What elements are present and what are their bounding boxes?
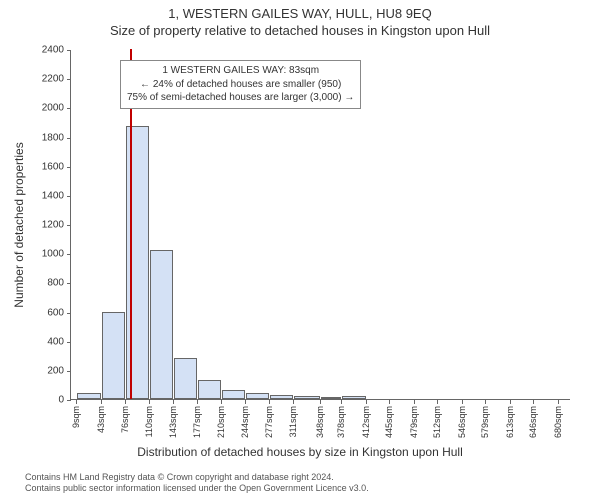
x-axis-label: Distribution of detached houses by size … bbox=[0, 445, 600, 459]
y-tick-label: 2000 bbox=[34, 103, 64, 114]
x-tick-label: 613sqm bbox=[505, 406, 515, 438]
histogram-bar bbox=[222, 390, 246, 399]
title-subtitle: Size of property relative to detached ho… bbox=[0, 21, 600, 38]
y-tick-label: 1600 bbox=[34, 161, 64, 172]
histogram-bar bbox=[150, 250, 173, 399]
x-tick-label: 579sqm bbox=[480, 406, 490, 438]
x-tick-label: 76sqm bbox=[120, 406, 130, 433]
x-tick-label: 110sqm bbox=[144, 406, 154, 437]
histogram-bar bbox=[102, 312, 125, 400]
footer-line-2: Contains public sector information licen… bbox=[25, 483, 369, 495]
title-main: 1, WESTERN GAILES WAY, HULL, HU8 9EQ bbox=[0, 0, 600, 21]
x-tick-label: 277sqm bbox=[264, 406, 274, 438]
x-tick-label: 311sqm bbox=[288, 406, 298, 437]
x-tick-label: 177sqm bbox=[192, 406, 202, 438]
x-tick-label: 479sqm bbox=[409, 406, 419, 438]
histogram-bar bbox=[77, 393, 101, 399]
footer-attribution: Contains HM Land Registry data © Crown c… bbox=[25, 472, 369, 495]
y-tick-label: 0 bbox=[34, 395, 64, 406]
x-tick-label: 445sqm bbox=[384, 406, 394, 438]
y-tick-label: 800 bbox=[34, 278, 64, 289]
info-line-1: 1 WESTERN GAILES WAY: 83sqm bbox=[127, 64, 354, 78]
x-tick-label: 646sqm bbox=[528, 406, 538, 438]
y-tick-label: 200 bbox=[34, 365, 64, 376]
y-tick-label: 1400 bbox=[34, 190, 64, 201]
x-tick-label: 9sqm bbox=[71, 406, 81, 428]
y-tick-label: 1800 bbox=[34, 132, 64, 143]
histogram-bar bbox=[174, 358, 198, 399]
y-tick-label: 1000 bbox=[34, 249, 64, 260]
x-tick-label: 412sqm bbox=[361, 406, 371, 438]
y-tick-label: 1200 bbox=[34, 220, 64, 231]
histogram-bar bbox=[342, 396, 366, 399]
histogram-bar bbox=[321, 397, 342, 399]
x-tick-label: 43sqm bbox=[96, 406, 106, 433]
chart-container: 1, WESTERN GAILES WAY, HULL, HU8 9EQ Siz… bbox=[0, 0, 600, 500]
y-axis-label: Number of detached properties bbox=[12, 142, 26, 307]
y-tick-label: 2400 bbox=[34, 45, 64, 56]
x-tick-label: 512sqm bbox=[432, 406, 442, 438]
chart-area: 1 WESTERN GAILES WAY: 83sqm ← 24% of det… bbox=[70, 50, 570, 400]
x-tick-label: 210sqm bbox=[216, 406, 226, 438]
y-tick-label: 2200 bbox=[34, 74, 64, 85]
x-tick-label: 680sqm bbox=[553, 406, 563, 438]
x-tick-label: 143sqm bbox=[168, 406, 178, 438]
x-tick-label: 378sqm bbox=[336, 406, 346, 438]
histogram-bar bbox=[270, 395, 294, 399]
info-line-2: ← 24% of detached houses are smaller (95… bbox=[127, 78, 354, 92]
footer-line-1: Contains HM Land Registry data © Crown c… bbox=[25, 472, 369, 484]
x-tick-label: 348sqm bbox=[315, 406, 325, 438]
y-tick-label: 400 bbox=[34, 336, 64, 347]
info-line-3: 75% of semi-detached houses are larger (… bbox=[127, 91, 354, 105]
x-tick-label: 244sqm bbox=[240, 406, 250, 438]
info-box: 1 WESTERN GAILES WAY: 83sqm ← 24% of det… bbox=[120, 60, 361, 109]
histogram-bar bbox=[198, 380, 221, 399]
y-tick-label: 600 bbox=[34, 307, 64, 318]
histogram-bar bbox=[294, 396, 320, 399]
x-tick-label: 546sqm bbox=[457, 406, 467, 438]
histogram-bar bbox=[246, 393, 269, 399]
